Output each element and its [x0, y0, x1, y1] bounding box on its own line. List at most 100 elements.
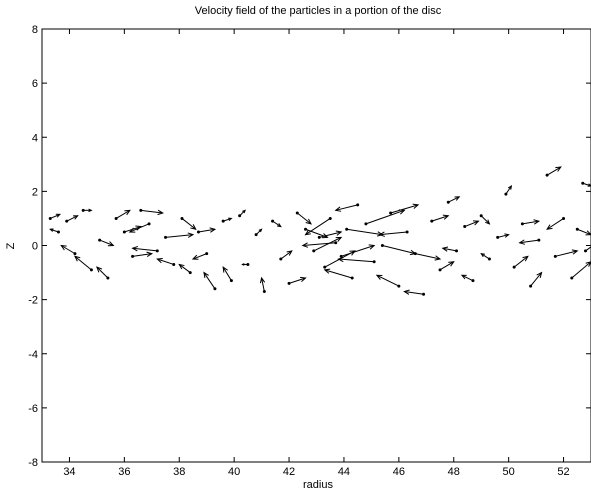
velocity-arrow	[313, 236, 342, 252]
velocity-arrowhead	[124, 209, 131, 216]
velocity-arrow	[497, 234, 509, 238]
velocity-arrowhead	[128, 227, 136, 233]
velocity-arrow	[442, 247, 457, 252]
velocity-arrowhead	[146, 251, 154, 257]
velocity-arrowhead	[546, 224, 553, 230]
x-tick-label: 42	[283, 466, 295, 478]
y-tick-label: -2	[28, 295, 38, 307]
velocity-arrowhead	[522, 255, 529, 262]
velocity-arrow	[305, 218, 331, 236]
x-tick-label: 44	[338, 466, 350, 478]
y-tick-label: -4	[28, 349, 38, 361]
velocity-arrow	[132, 247, 158, 252]
velocity-arrow	[461, 274, 474, 282]
velocity-arrow	[198, 228, 216, 233]
velocity-arrow	[379, 231, 408, 236]
velocity-arrow	[519, 239, 539, 244]
velocity-arrow	[431, 215, 449, 222]
velocity-arrow	[255, 228, 262, 236]
velocity-arrowhead	[441, 246, 449, 252]
velocity-arrow	[50, 228, 59, 233]
velocity-arrow	[577, 228, 591, 236]
velocity-arrowhead	[533, 219, 541, 225]
velocity-arrowhead	[555, 166, 562, 172]
velocity-arrowhead	[375, 274, 383, 280]
velocity-arrowhead	[178, 263, 185, 270]
velocity-arrowhead	[460, 274, 467, 280]
x-tick-label: 50	[503, 466, 515, 478]
velocity-arrow	[223, 217, 232, 222]
velocity-arrow	[346, 228, 383, 236]
velocity-arrow	[129, 223, 150, 233]
velocity-arrowhead	[190, 224, 197, 231]
velocity-arrowhead	[335, 230, 343, 236]
velocity-arrow	[96, 266, 109, 279]
velocity-arrow	[530, 272, 542, 287]
velocity-arrow	[288, 277, 306, 284]
x-tick-label: 40	[228, 466, 240, 478]
velocity-arrow	[382, 245, 416, 255]
velocity-arrow	[296, 212, 312, 225]
velocity-arrowhead	[228, 217, 233, 222]
velocity-arrowhead	[504, 233, 510, 238]
velocity-arrowhead	[304, 229, 312, 236]
velocity-arrowhead	[88, 208, 93, 213]
velocity-arrow	[74, 255, 92, 271]
y-tick-label: 4	[32, 132, 38, 144]
velocity-arrowhead	[131, 246, 138, 252]
velocity-arrowhead	[49, 228, 54, 232]
velocity-arrowhead	[507, 184, 513, 190]
velocity-arrow	[571, 261, 591, 279]
velocity-arrow	[585, 246, 591, 252]
velocity-arrowhead	[259, 276, 266, 284]
velocity-arrow	[439, 261, 455, 271]
x-tick-label: 38	[173, 466, 185, 478]
chart-title: Velocity field of the particles in a por…	[195, 5, 442, 17]
velocity-arrow	[319, 231, 342, 238]
velocity-arrow	[280, 250, 293, 260]
velocity-arrow	[272, 220, 282, 227]
x-tick-label: 46	[393, 466, 405, 478]
x-tick-label: 48	[448, 466, 460, 478]
x-axis-label: radius	[303, 479, 333, 491]
velocity-arrowhead	[434, 255, 442, 261]
velocity-arrowhead	[305, 218, 312, 225]
velocity-arrowhead	[349, 250, 357, 256]
velocity-arrowhead	[448, 261, 455, 267]
velocity-arrowhead	[73, 255, 81, 262]
vector-layer	[48, 166, 591, 296]
y-tick-label: -6	[28, 403, 38, 415]
velocity-arrowhead	[571, 249, 579, 255]
velocity-arrow	[203, 272, 216, 290]
velocity-arrow	[302, 242, 336, 246]
velocity-arrowhead	[301, 242, 309, 248]
velocity-arrowhead	[55, 213, 61, 218]
velocity-arrow	[376, 274, 400, 287]
velocity-arrowhead	[191, 254, 199, 260]
velocity-arrowhead	[454, 196, 461, 201]
velocity-arrow	[66, 215, 78, 222]
velocity-arrow	[335, 204, 358, 211]
velocity-arrowhead	[321, 233, 329, 239]
plot-frame	[41, 28, 591, 463]
velocity-arrow	[505, 185, 512, 195]
y-tick-label: 6	[32, 78, 38, 90]
velocity-arrowhead	[277, 223, 282, 228]
velocity-arrowhead	[585, 261, 591, 267]
velocity-arrowhead	[135, 225, 142, 231]
velocity-arrowhead	[203, 271, 209, 279]
velocity-arrow	[324, 269, 353, 279]
velocity-arrow	[415, 253, 441, 260]
velocity-arrowhead	[258, 228, 263, 233]
y-tick-label: 8	[32, 24, 38, 36]
velocity-arrowhead	[157, 209, 164, 216]
velocity-arrow	[365, 209, 405, 225]
velocity-arrow	[165, 234, 194, 238]
velocity-arrowhead	[485, 219, 491, 225]
velocity-arrowhead	[323, 268, 331, 274]
velocity-arrowhead	[412, 203, 420, 209]
velocity-arrow	[464, 220, 479, 228]
velocity-arrow	[181, 218, 197, 230]
